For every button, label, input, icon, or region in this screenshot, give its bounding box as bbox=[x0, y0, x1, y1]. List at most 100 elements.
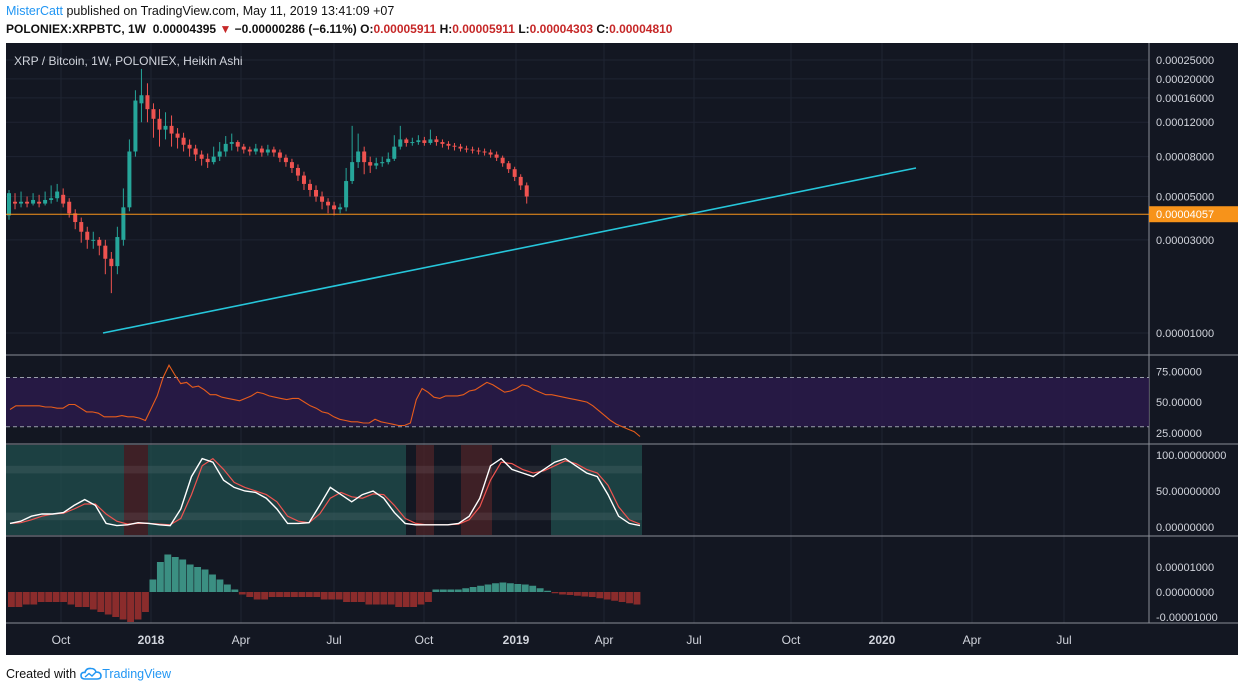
price-tick-label: 0.00005000 bbox=[1156, 192, 1214, 204]
macd-bar bbox=[97, 592, 105, 612]
stoch-tick-label: 50.00000000 bbox=[1156, 486, 1220, 498]
price-tick-label: 0.00020000 bbox=[1156, 74, 1214, 86]
macd-bar bbox=[164, 554, 172, 592]
macd-bar bbox=[395, 592, 403, 607]
candle-body bbox=[314, 189, 319, 197]
macd-bar bbox=[82, 592, 90, 607]
time-tick-label: Oct bbox=[415, 633, 434, 647]
price-tick-label: 0.00016000 bbox=[1156, 93, 1214, 105]
stoch-zone bbox=[6, 445, 76, 535]
macd-bar bbox=[529, 585, 537, 592]
publish-text: published on TradingView.com, May 11, 20… bbox=[66, 4, 395, 18]
time-tick-label: Apr bbox=[963, 633, 982, 647]
tradingview-logo[interactable]: TradingView bbox=[80, 667, 171, 681]
footer: Created with TradingView bbox=[6, 667, 171, 681]
candle-body bbox=[193, 148, 198, 155]
tradingview-cloud-icon bbox=[80, 667, 102, 680]
macd-bar bbox=[506, 583, 514, 592]
macd-bar bbox=[15, 592, 23, 607]
macd-bar bbox=[521, 584, 529, 592]
macd-bar bbox=[328, 592, 336, 600]
chart-container[interactable]: XRP / Bitcoin, 1W, POLONIEX, Heikin Ashi… bbox=[6, 43, 1238, 655]
candle-body bbox=[199, 154, 204, 159]
candle-body bbox=[133, 100, 138, 152]
macd-bar bbox=[603, 592, 611, 600]
price-axis[interactable]: 0.00025000 0.00020000 0.00016000 0.00012000… bbox=[6, 55, 1238, 340]
time-tick-label: Apr bbox=[232, 633, 251, 647]
symbol-info: POLONIEX:XRPBTC, 1W 0.00004395 ▼ −0.0000… bbox=[6, 22, 672, 36]
macd-bar bbox=[477, 585, 485, 592]
macd-bar bbox=[127, 592, 134, 622]
macd-bar bbox=[253, 592, 261, 600]
macd-bar bbox=[551, 592, 559, 594]
macd-bar bbox=[588, 592, 596, 597]
stoch-tick-label: 100.00000000 bbox=[1156, 450, 1226, 462]
candle-body bbox=[350, 162, 355, 182]
chart-title: XRP / Bitcoin, 1W, POLONIEX, Heikin Ashi bbox=[14, 54, 243, 68]
price-tick-label: 0.00001000 bbox=[1156, 328, 1214, 340]
candle-body bbox=[386, 158, 391, 163]
candle-body bbox=[458, 146, 463, 149]
high-value: 0.00005911 bbox=[452, 22, 515, 36]
candle-body bbox=[103, 245, 108, 259]
macd-bar bbox=[37, 592, 45, 602]
author-link[interactable]: MisterCatt bbox=[6, 4, 63, 18]
candle-body bbox=[205, 158, 210, 163]
time-axis[interactable]: Oct 2018 Apr Jul Oct 2019 Apr Jul Oct 2020 Apr Jul bbox=[52, 633, 1072, 647]
candle-body bbox=[61, 194, 66, 204]
pane-separators bbox=[6, 43, 1238, 624]
candle-body bbox=[49, 198, 54, 200]
candle-body bbox=[356, 151, 361, 163]
macd-bar bbox=[186, 564, 194, 592]
macd-bar bbox=[320, 592, 328, 600]
candle-body bbox=[512, 169, 517, 177]
candle-body bbox=[37, 201, 42, 204]
macd-bar bbox=[89, 592, 97, 610]
stoch-zone bbox=[124, 445, 148, 535]
candle-body bbox=[518, 176, 523, 186]
stoch-d-line bbox=[9, 457, 641, 526]
macd-bar bbox=[305, 592, 313, 597]
macd-bar bbox=[209, 574, 216, 592]
macd-bar bbox=[67, 592, 75, 605]
candle-body bbox=[446, 143, 451, 146]
candle-body bbox=[392, 146, 397, 159]
macd-bar bbox=[238, 592, 246, 595]
trendline-segment bbox=[102, 167, 917, 334]
macd-bar bbox=[104, 592, 112, 615]
grid bbox=[6, 43, 1149, 623]
chart-svg[interactable]: XRP / Bitcoin, 1W, POLONIEX, Heikin Ashi… bbox=[6, 43, 1238, 655]
candle-body bbox=[494, 154, 499, 158]
macd-bar bbox=[425, 592, 432, 602]
trendline[interactable] bbox=[102, 167, 917, 334]
macd-bar bbox=[633, 592, 641, 605]
macd-bar bbox=[514, 584, 522, 592]
macd-bar bbox=[447, 589, 455, 592]
macd-bar bbox=[581, 592, 589, 597]
candle-body bbox=[67, 201, 72, 214]
candle-body bbox=[289, 162, 294, 168]
candle-body bbox=[181, 137, 186, 145]
macd-pane: 0.00001000 0.00000000 -0.00001000 bbox=[8, 554, 1218, 624]
candle-body bbox=[211, 156, 216, 163]
macd-bar bbox=[75, 592, 82, 607]
stoch-zone bbox=[416, 445, 434, 535]
stoch-zone bbox=[236, 445, 328, 535]
macd-bar bbox=[462, 588, 470, 592]
publish-info: MisterCatt published on TradingView.com,… bbox=[6, 4, 394, 18]
created-with-text: Created with bbox=[6, 667, 77, 681]
candle-body bbox=[187, 144, 192, 149]
macd-tick-label: 0.00001000 bbox=[1156, 562, 1214, 574]
stoch-zone bbox=[148, 445, 236, 535]
candle-body bbox=[476, 150, 481, 152]
candle-body bbox=[428, 139, 433, 143]
down-arrow-icon: ▼ bbox=[219, 22, 232, 36]
macd-bar bbox=[492, 583, 499, 592]
macd-bar bbox=[372, 592, 380, 605]
macd-bar bbox=[387, 592, 395, 605]
candle-body bbox=[344, 181, 349, 208]
candle-body bbox=[488, 152, 493, 155]
candle-body bbox=[13, 201, 18, 204]
candle-body bbox=[440, 142, 445, 144]
symbol-text: POLONIEX:XRPBTC, 1W bbox=[6, 22, 147, 36]
